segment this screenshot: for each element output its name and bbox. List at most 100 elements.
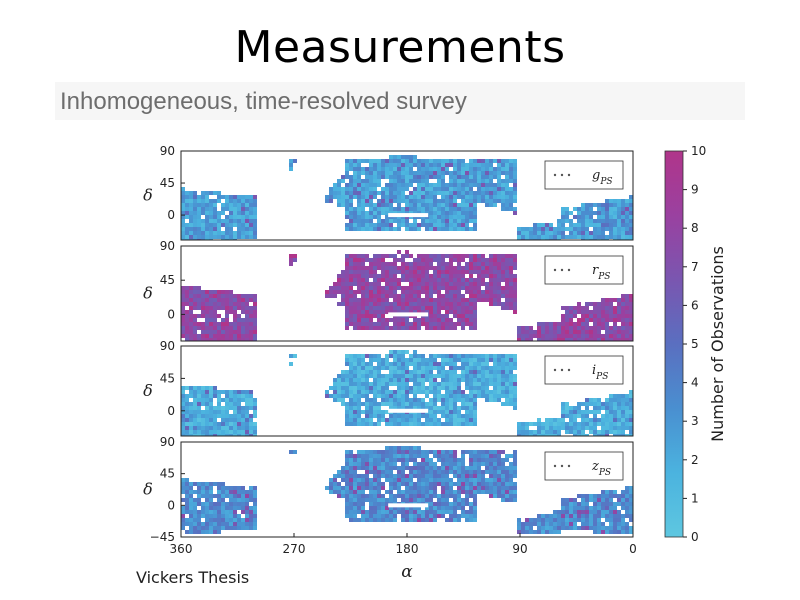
map-cell bbox=[245, 398, 249, 402]
map-cell bbox=[597, 406, 601, 410]
map-cell bbox=[397, 195, 401, 199]
map-cell bbox=[397, 378, 401, 382]
map-cell bbox=[181, 390, 185, 394]
map-cell bbox=[469, 310, 473, 314]
legend-marker-dot bbox=[560, 268, 564, 272]
map-cell bbox=[505, 274, 509, 278]
map-cell bbox=[433, 490, 437, 494]
map-cell bbox=[621, 294, 625, 298]
map-cell bbox=[561, 514, 565, 518]
map-cell bbox=[365, 462, 369, 466]
map-cell bbox=[457, 374, 461, 378]
map-cell bbox=[501, 258, 505, 262]
map-cell bbox=[465, 183, 469, 187]
map-cell bbox=[409, 171, 413, 175]
map-cell bbox=[361, 498, 365, 502]
map-cell bbox=[421, 266, 425, 270]
map-cell bbox=[333, 474, 337, 478]
map-cell bbox=[449, 266, 453, 270]
map-cell bbox=[577, 518, 581, 522]
map-cell bbox=[393, 207, 397, 211]
map-cell bbox=[589, 334, 593, 338]
map-cell bbox=[405, 171, 409, 175]
map-cell bbox=[401, 402, 405, 406]
map-cell bbox=[481, 195, 485, 199]
map-cell bbox=[409, 302, 413, 306]
map-cell bbox=[625, 418, 629, 422]
map-cell bbox=[353, 306, 357, 310]
map-cell bbox=[253, 235, 257, 239]
map-cell bbox=[241, 426, 245, 430]
map-cell bbox=[577, 326, 581, 330]
map-cell bbox=[441, 478, 445, 482]
map-cell bbox=[469, 386, 473, 390]
map-cell bbox=[345, 298, 349, 302]
map-cell bbox=[357, 302, 361, 306]
map-cell bbox=[617, 326, 621, 330]
map-cell bbox=[413, 326, 417, 330]
map-cell bbox=[437, 382, 441, 386]
map-cell bbox=[453, 502, 457, 506]
map-cell bbox=[609, 490, 613, 494]
map-cell bbox=[333, 195, 337, 199]
map-cell bbox=[401, 370, 405, 374]
map-cell bbox=[485, 366, 489, 370]
map-cell bbox=[197, 302, 201, 306]
map-cell bbox=[389, 418, 393, 422]
map-cell bbox=[505, 474, 509, 478]
map-cell bbox=[357, 506, 361, 510]
map-cell bbox=[449, 382, 453, 386]
map-cell bbox=[581, 203, 585, 207]
map-cell bbox=[489, 282, 493, 286]
map-cell bbox=[625, 326, 629, 330]
map-cell bbox=[457, 354, 461, 358]
map-cell bbox=[397, 362, 401, 366]
map-cell bbox=[449, 410, 453, 414]
map-cell bbox=[441, 302, 445, 306]
map-cell bbox=[237, 418, 241, 422]
map-cell bbox=[485, 298, 489, 302]
map-cell bbox=[201, 526, 205, 530]
map-cell bbox=[361, 298, 365, 302]
map-cell bbox=[213, 334, 217, 338]
map-cell bbox=[357, 290, 361, 294]
map-cell bbox=[229, 195, 233, 199]
map-cell bbox=[393, 278, 397, 282]
map-cell bbox=[377, 322, 381, 326]
map-cell bbox=[573, 314, 577, 318]
map-cell bbox=[225, 522, 229, 526]
map-cell bbox=[585, 231, 589, 235]
map-cell bbox=[253, 326, 257, 330]
map-cell bbox=[469, 294, 473, 298]
map-cell bbox=[617, 227, 621, 231]
map-cell bbox=[625, 394, 629, 398]
map-cell bbox=[393, 282, 397, 286]
map-cell bbox=[469, 374, 473, 378]
map-cell bbox=[545, 434, 549, 436]
map-cell bbox=[605, 494, 609, 498]
map-cell bbox=[237, 318, 241, 322]
map-cell bbox=[389, 486, 393, 490]
map-cell bbox=[477, 175, 481, 179]
map-cell bbox=[421, 318, 425, 322]
map-cell bbox=[497, 494, 501, 498]
map-cell bbox=[433, 302, 437, 306]
map-cell bbox=[461, 227, 465, 231]
map-cell bbox=[365, 378, 369, 382]
map-cell bbox=[445, 450, 449, 454]
map-cell bbox=[609, 394, 613, 398]
map-cell bbox=[237, 498, 241, 502]
x-tick-label: 180 bbox=[396, 542, 419, 556]
map-cell bbox=[365, 298, 369, 302]
map-cell bbox=[209, 199, 213, 203]
map-cell bbox=[569, 406, 573, 410]
map-cell bbox=[601, 530, 605, 534]
map-cell bbox=[345, 215, 349, 219]
map-cell bbox=[377, 278, 381, 282]
map-cell bbox=[561, 223, 565, 227]
map-cell bbox=[497, 482, 501, 486]
map-cell bbox=[385, 306, 389, 310]
map-cell bbox=[389, 199, 393, 203]
map-cell bbox=[601, 434, 605, 436]
map-cell bbox=[425, 370, 429, 374]
